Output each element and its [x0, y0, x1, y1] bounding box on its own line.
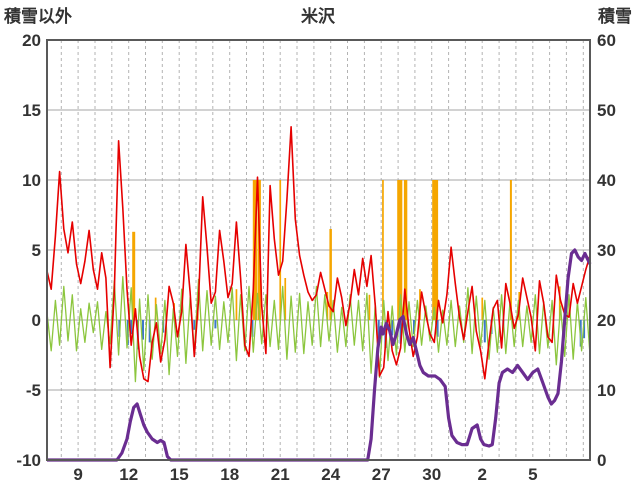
orange_bars — [284, 278, 287, 320]
right-axis-tick-label: 30 — [597, 241, 616, 260]
blue_bars — [214, 320, 217, 329]
blue_bars — [483, 320, 486, 343]
blue_bars — [148, 320, 151, 343]
blue_bars — [142, 320, 144, 340]
left-axis-tick-label: 15 — [22, 101, 41, 120]
x-axis-tick-label: 9 — [73, 465, 82, 484]
blue_bars — [130, 320, 133, 334]
x-axis-tick-label: 15 — [170, 465, 189, 484]
left-axis-tick-label: 10 — [22, 171, 41, 190]
blue_bars — [436, 320, 439, 337]
orange_bars — [382, 180, 384, 320]
left-axis-tick-label: 0 — [32, 311, 41, 330]
left-axis-tick-label: 20 — [22, 31, 41, 50]
x-axis-tick-label: 30 — [422, 465, 441, 484]
left-axis-title: 積雪以外 — [4, 7, 72, 26]
orange_bars — [368, 294, 371, 320]
orange_bars — [403, 180, 408, 320]
right-axis-tick-label: 0 — [597, 451, 606, 470]
orange_bars — [397, 180, 403, 320]
orange_bars — [558, 286, 561, 320]
orange_bars — [132, 231, 136, 320]
orange_bars — [432, 180, 439, 320]
left-axis-tick-label: -10 — [16, 451, 41, 470]
right-axis-tick-label: 10 — [597, 381, 616, 400]
x-axis-tick-label: 27 — [372, 465, 391, 484]
right-axis-tick-label: 20 — [597, 311, 616, 330]
blue_bars — [384, 320, 387, 348]
right-axis-title: 積雪 — [598, 7, 632, 26]
blue_bars — [583, 320, 586, 339]
blue_bars — [413, 320, 415, 334]
x-axis-tick-label: 21 — [271, 465, 290, 484]
x-axis-tick-label: 5 — [528, 465, 537, 484]
x-axis-tick-label: 12 — [119, 465, 138, 484]
orange_bars — [329, 229, 332, 320]
blue_bars — [193, 320, 196, 330]
blue_bars — [391, 320, 394, 336]
orange_bars — [481, 297, 484, 320]
orange_bars — [235, 289, 238, 320]
x-axis-tick-label: 24 — [321, 465, 340, 484]
chart-title: 米沢 — [301, 7, 335, 26]
left-axis-tick-label: -5 — [26, 381, 41, 400]
orange_bars — [326, 292, 329, 320]
red_line — [46, 126, 591, 383]
right-axis-tick-label: 40 — [597, 171, 616, 190]
x-axis-tick-label: 2 — [477, 465, 486, 484]
blue_bars — [399, 320, 402, 344]
purple_line — [47, 248, 592, 462]
right-axis-tick-label: 60 — [597, 31, 616, 50]
plot-frame — [46, 39, 591, 461]
orange_bars — [509, 180, 512, 320]
right-axis-tick-label: 50 — [597, 101, 616, 120]
blue_bars — [377, 320, 380, 340]
orange_bars — [279, 180, 282, 320]
blue_bars — [251, 320, 254, 337]
left-axis-tick-label: 5 — [32, 241, 41, 260]
x-axis-tick-label: 18 — [220, 465, 239, 484]
